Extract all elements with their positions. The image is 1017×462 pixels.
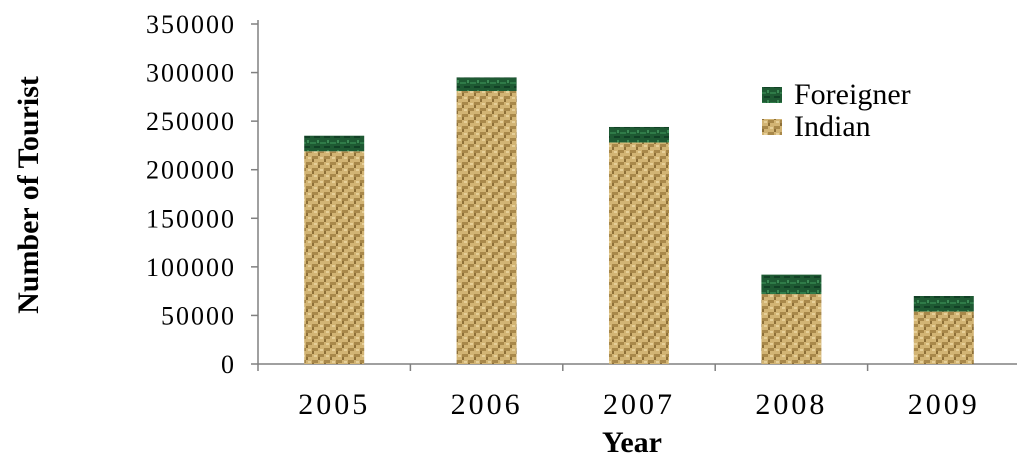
bar-foreigner-2009	[913, 296, 974, 312]
x-tick-label: 2009	[908, 388, 980, 421]
bar-indian-2005	[304, 151, 365, 364]
x-tick-label: 2008	[755, 388, 827, 421]
y-tick-group: 0 50000 100000 150000 200000 250000 300000 3500…	[146, 10, 258, 379]
y-tick-label: 350000	[146, 10, 236, 39]
y-tick-label: 300000	[146, 59, 236, 88]
y-tick-label: 50000	[161, 301, 236, 330]
y-tick-label: 250000	[146, 107, 236, 136]
y-tick-label: 200000	[146, 156, 236, 185]
bar-foreigner-2006	[456, 77, 517, 92]
y-tick-label: 150000	[146, 204, 236, 233]
bar-indian-2006	[456, 91, 517, 365]
bar-foreigner-2008	[761, 274, 822, 295]
x-tick-label: 2006	[451, 388, 523, 421]
x-tick-label: 2005	[298, 388, 370, 421]
x-axis-label: Year	[602, 426, 662, 457]
bar-indian-2007	[609, 142, 669, 364]
bar-indian-2008	[761, 294, 822, 364]
legend-swatch-indian	[762, 119, 782, 135]
bar-foreigner-2007	[609, 126, 669, 143]
bar-indian-2009	[913, 311, 974, 364]
legend-swatch-foreigner	[762, 87, 782, 103]
legend: Foreigner Indian	[762, 78, 911, 143]
legend-label-indian: Indian	[794, 110, 871, 143]
x-tick-label: 2007	[603, 388, 675, 421]
bar-foreigner-2005	[304, 135, 365, 152]
x-tick-group: 2005 2006 2007 2008 2009	[257, 364, 980, 421]
y-tick-label: 100000	[146, 253, 236, 282]
bar-group	[304, 77, 974, 365]
legend-label-foreigner: Foreigner	[794, 78, 911, 111]
y-tick-label: 0	[221, 350, 236, 379]
y-axis-label: Number of Tourist	[12, 76, 45, 314]
